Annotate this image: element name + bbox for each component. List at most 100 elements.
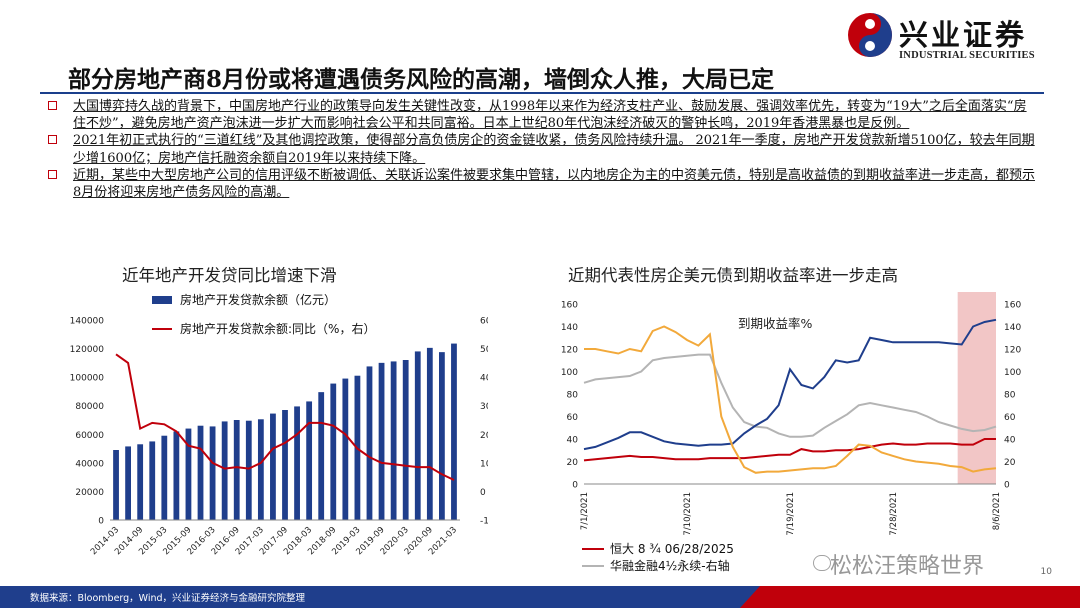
brand-emblem-icon: [848, 13, 892, 57]
bar: [330, 383, 337, 520]
series-line: [583, 318, 997, 451]
bar: [318, 392, 325, 520]
bullet-item: 近期，某些中大型房地产公司的信用评级不断被调低、关联诉讼案件被要求集中管辖，以内…: [48, 167, 1038, 201]
bar: [426, 347, 433, 520]
legend-label: 房地产开发贷款余额（亿元）: [180, 292, 336, 307]
y-tick-label-left: 80: [567, 391, 579, 401]
bar: [233, 420, 240, 520]
y-tick-label-left: 40: [567, 436, 579, 446]
bar: [342, 378, 349, 520]
bullet-item: 2021年初正式执行的“三道红线”及其他调控政策，使得部分高负债房企的资金链收紧…: [48, 132, 1038, 166]
x-tick-label: 7/1/2021: [580, 492, 590, 530]
y-tick-label-left: 100000: [70, 374, 105, 384]
x-tick-label: 8/6/2021: [992, 492, 1002, 530]
y-tick-label-right: 20: [480, 431, 488, 441]
bullet-list: 大国博弈持久战的背景下，中国房地产行业的政策导向发生关键性改变，从1998年以来…: [48, 98, 1038, 201]
left-chart-title: 近年地产开发贷同比增速下滑: [122, 266, 337, 285]
y-tick-label-left: 140: [561, 323, 578, 333]
series-line: [583, 438, 996, 462]
chart-annotation: 到期收益率%: [738, 316, 813, 331]
y-tick-label-right: 30: [480, 402, 488, 412]
right-chart-title: 近期代表性房企美元债到期收益率进一步走高: [568, 266, 898, 285]
wechat-icon: [813, 555, 831, 571]
page-title: 部分房地产商8月份或将遭遇债务风险的高潮，墙倒众人推，大局已定: [68, 66, 775, 93]
yoy-growth-line: [115, 353, 455, 481]
bar: [257, 419, 264, 520]
x-tick-label: 7/10/2021: [683, 492, 693, 536]
y-tick-label-left: 60: [567, 413, 579, 423]
brand-name: 兴业证券: [899, 18, 1028, 52]
bullet-item: 大国博弈持久战的背景下，中国房地产行业的政策导向发生关键性改变，从1998年以来…: [48, 98, 1038, 132]
legend-swatch-bar: [152, 296, 172, 304]
y-tick-label-right: 40: [1004, 436, 1016, 446]
y-tick-label-left: 160: [561, 301, 578, 311]
bar: [306, 401, 313, 520]
y-tick-label-right: 160: [1004, 301, 1021, 311]
y-tick-label-left: 40000: [75, 459, 104, 469]
y-tick-label-right: 60: [1004, 413, 1016, 423]
y-tick-label-left: 20: [567, 458, 579, 468]
series-line: [584, 325, 997, 474]
y-tick-label-left: 0: [98, 517, 104, 527]
bullet-text: 2021年初正式执行的“三道红线”及其他调控政策，使得部分高负债房企的资金链收紧…: [73, 133, 1035, 166]
y-tick-label-left: 0: [572, 481, 578, 491]
bar: [451, 343, 457, 520]
y-tick-label-right: 80: [1004, 391, 1016, 401]
y-tick-label-right: 0: [1004, 481, 1010, 491]
bar: [137, 444, 144, 520]
bar: [125, 446, 131, 520]
y-tick-label-right: 40: [480, 374, 488, 384]
y-tick-label-left: 140000: [70, 317, 105, 327]
y-tick-label-right: -10: [480, 517, 488, 527]
y-tick-label-right: 120: [1004, 346, 1021, 356]
footer-band: [0, 586, 1080, 608]
brand-name-en: INDUSTRIAL SECURITIES: [899, 50, 1035, 61]
bullet-square-icon: [48, 101, 57, 110]
y-tick-label-right: 50: [480, 345, 488, 355]
legend-label: 恒大 8 ¾ 06/28/2025: [610, 542, 734, 556]
y-tick-label-left: 120000: [70, 345, 105, 355]
watermark-text: 松松汪策略世界: [830, 554, 985, 579]
legend-label: 华融金融4½永续-右轴: [610, 558, 730, 573]
x-tick-label: 7/19/2021: [786, 492, 796, 536]
x-tick-label: 7/28/2021: [889, 492, 899, 536]
y-tick-label-right: 0: [480, 488, 486, 498]
bar: [270, 413, 276, 520]
bar: [390, 361, 397, 520]
bar: [414, 351, 421, 520]
bar: [173, 431, 180, 520]
y-tick-label-right: 60: [480, 317, 488, 327]
bar: [402, 360, 409, 520]
y-tick-label-left: 120: [561, 346, 578, 356]
brand-logo: 兴业证券 INDUSTRIAL SECURITIES: [847, 8, 1062, 66]
y-tick-label-right: 100: [1004, 368, 1021, 378]
y-tick-label-left: 20000: [75, 488, 104, 498]
bar: [245, 420, 252, 520]
bar: [197, 425, 204, 520]
bar: [161, 435, 168, 520]
bar: [439, 352, 445, 520]
bullet-square-icon: [48, 135, 57, 145]
bar: [378, 362, 385, 520]
y-tick-label-right: 20: [1004, 458, 1016, 468]
y-tick-label-left: 80000: [75, 402, 104, 412]
page-number: 10: [1040, 567, 1052, 577]
y-tick-label-right: 140: [1004, 323, 1021, 333]
bar: [221, 421, 228, 520]
y-tick-label-left: 100: [561, 368, 578, 378]
bullet-text: 近期，某些中大型房地产公司的信用评级不断被调低、关联诉讼案件被要求集中管辖，以内…: [73, 167, 1036, 201]
bar: [294, 406, 300, 520]
bullet-text: 大国博弈持久战的背景下，中国房地产行业的政策导向发生关键性改变，从1998年以来…: [73, 99, 1027, 132]
y-tick-label-left: 60000: [75, 431, 104, 441]
bar: [282, 410, 288, 520]
source-note: 数据来源：Bloomberg，Wind，兴业证券经济与金融研究院整理: [30, 593, 306, 604]
legend-label: 房地产开发贷款余额:同比（%，右）: [180, 321, 375, 336]
y-tick-label-right: 10: [480, 459, 488, 469]
loan-growth-chart: 0 20000 40000 60000 80000 100000 120000 140000 -…: [70, 292, 488, 557]
bond-yield-chart: 0 0 20 20 40 40 60 60 80 80 100 100 120 120 140 140 160 1…: [561, 292, 1021, 573]
bullet-square-icon: [48, 169, 57, 179]
bar: [366, 366, 373, 520]
series-line: [583, 353, 997, 438]
title-divider: [40, 92, 1044, 94]
bar: [149, 441, 156, 520]
